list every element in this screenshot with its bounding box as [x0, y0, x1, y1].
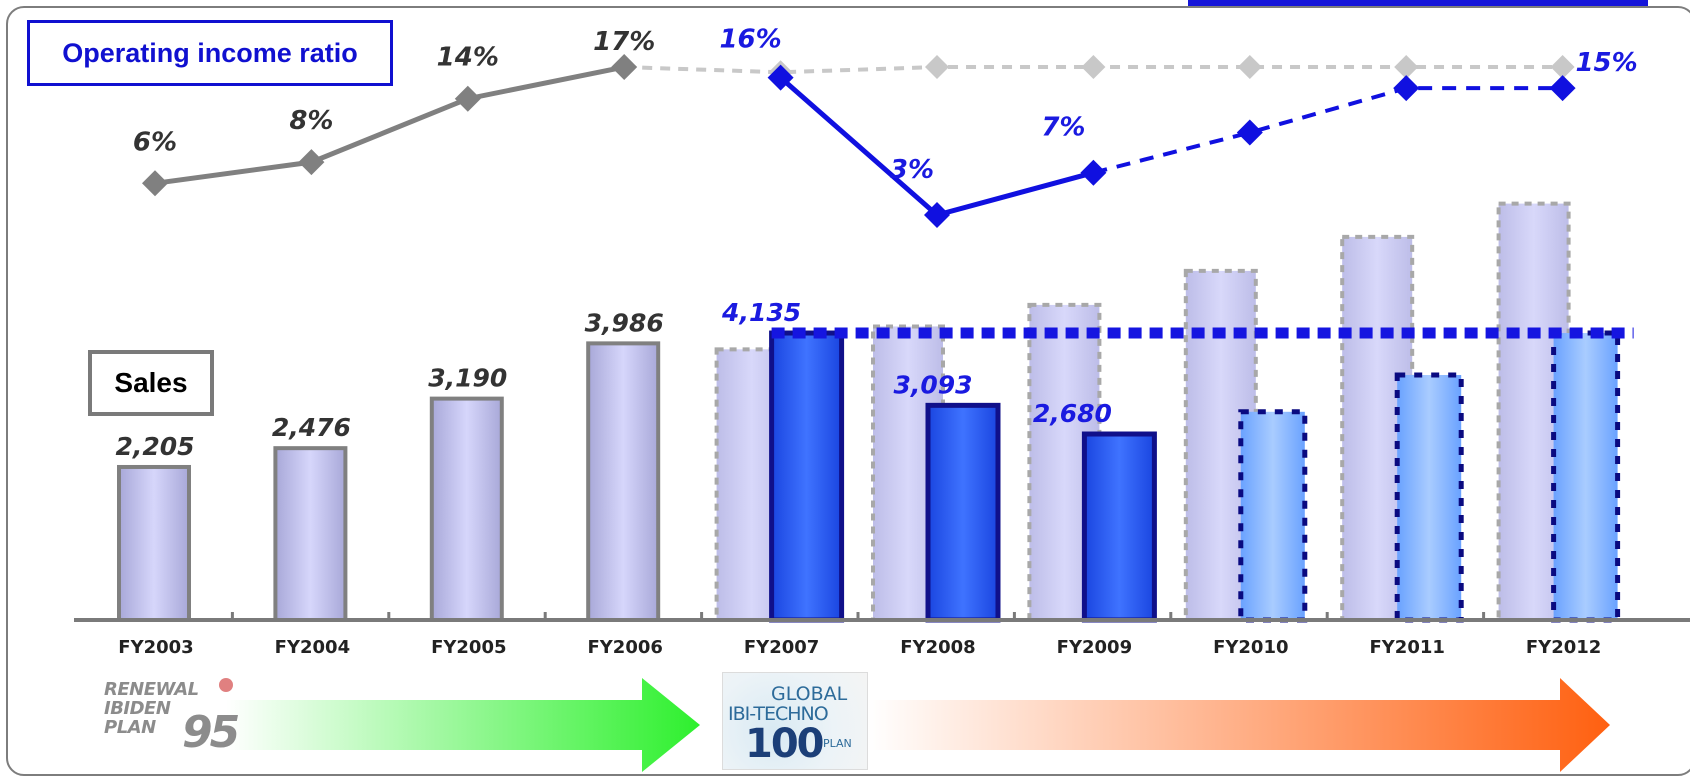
plan-ratio-marker: [1237, 55, 1262, 80]
sales-value-label-fy2009: 2,680: [1033, 399, 1112, 428]
actual-sales-bar-fy2009: [1081, 431, 1157, 623]
ratio-value-label-fy2008: 3%: [890, 155, 934, 185]
ratio-value-label-fy2009: 7%: [1041, 113, 1085, 143]
renewal-logo-line1: RENEWAL: [104, 679, 199, 700]
forecast-sales-bar-fy2011: [1394, 372, 1464, 623]
renewal-logo-number: 95: [182, 707, 240, 758]
global-plan-arrow: [868, 678, 1610, 772]
ratio-marker: [611, 54, 638, 81]
plan-ratio-marker: [1394, 55, 1419, 80]
global-logo-suffix: PLAN: [823, 737, 852, 750]
plan-ratio-marker: [1550, 55, 1575, 80]
x-tick-label-fy2012: FY2012: [1526, 637, 1601, 658]
forecast-ratio-marker: [1549, 75, 1576, 102]
actual-ratio-marker: [924, 202, 950, 228]
actual-sales-bar-fy2008: [925, 402, 1001, 623]
sales-value-label-fy2006: 3,986: [585, 308, 664, 337]
renewal-ibiden-95-plan-logo: RENEWAL IBIDEN PLAN 95: [104, 678, 240, 760]
plan-ratio-marker: [925, 55, 949, 80]
ratio-value-label-fy2006: 17%: [593, 27, 655, 57]
global-logo-line1: GLOBAL: [771, 683, 848, 705]
global-logo-number: 100: [745, 721, 824, 767]
ratio-value-label-fy2004: 8%: [289, 106, 333, 136]
ratio-value-label-fy2007: 16%: [719, 25, 781, 55]
global-ibi-techno-100-plan-logo: GLOBAL IBI-TECHNO 100 PLAN: [722, 672, 868, 770]
ratio-line-fy2003-2006: [154, 64, 625, 186]
x-tick-label-fy2011: FY2011: [1369, 637, 1444, 658]
sales-value-label-fy2007: 4,135: [721, 298, 801, 327]
sales-value-label-fy2004: 2,476: [272, 413, 351, 442]
forecast-ratio-line: [1092, 86, 1563, 175]
sales-bar-fy2005: [429, 396, 504, 623]
ratio-line-fy2007-2009: [778, 75, 1095, 218]
x-tick-label-fy2009: FY2009: [1057, 637, 1132, 658]
sales-value-label-fy2008: 3,093: [893, 370, 972, 399]
renewal-logo-line2: IBIDEN: [104, 698, 171, 719]
sales-bar-fy2003: [117, 464, 191, 622]
x-tick-label-fy2008: FY2008: [900, 637, 975, 658]
plan-ratio-marker: [1081, 55, 1106, 80]
actual-ratio-marker: [767, 64, 794, 91]
x-tick-label-fy2007: FY2007: [744, 637, 819, 658]
x-tick-label-fy2005: FY2005: [431, 637, 506, 658]
sales-value-label-fy2005: 3,190: [428, 364, 507, 393]
sales-label: Sales: [88, 350, 214, 416]
forecast-sales-bar-fy2012: [1551, 330, 1621, 623]
sales-bar-fy2006: [586, 341, 661, 622]
actual-sales-bar-fy2007: [769, 330, 845, 623]
ratio-value-label-fy2012: 15%: [1575, 48, 1637, 78]
ratio-marker: [298, 149, 325, 176]
forecast-sales-bar-fy2010: [1238, 409, 1308, 623]
logo-badge-icon: [219, 678, 233, 692]
x-tick-label-fy2010: FY2010: [1213, 637, 1288, 658]
forecast-ratio-marker: [1393, 75, 1420, 102]
renewal-plan-arrow: [226, 678, 700, 772]
x-tick-label-fy2004: FY2004: [275, 637, 350, 658]
ratio-marker: [142, 170, 168, 197]
forecast-ratio-marker: [1236, 119, 1263, 146]
top-accent-bar: [1188, 0, 1648, 6]
x-tick-label-fy2003: FY2003: [118, 637, 193, 658]
global-logo-line2: IBI-TECHNO: [728, 703, 829, 725]
ratio-marker: [454, 85, 481, 112]
actual-ratio-marker: [1080, 159, 1107, 186]
renewal-logo-line3: PLAN: [104, 717, 156, 738]
ratio-value-label-fy2005: 14%: [437, 43, 499, 73]
operating-income-ratio-label: Operating income ratio: [27, 20, 393, 86]
sales-value-label-fy2003: 2,205: [115, 432, 194, 461]
x-tick-label-fy2006: FY2006: [587, 637, 662, 658]
ratio-value-label-fy2003: 6%: [133, 127, 177, 157]
sales-bar-fy2004: [273, 446, 348, 622]
